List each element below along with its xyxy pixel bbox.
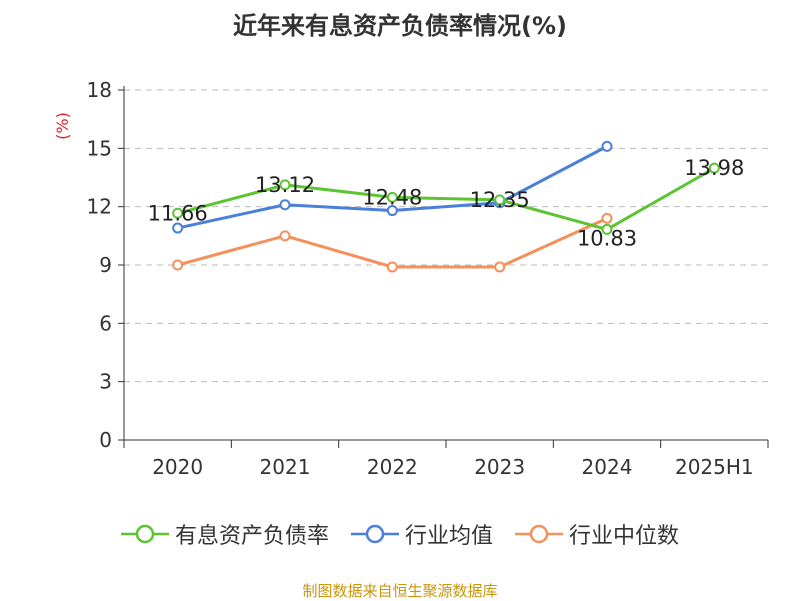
- data-label-0: 11.66: [148, 201, 208, 225]
- legend-item-series-0[interactable]: 有息资产负债率: [120, 518, 329, 550]
- legend-item-series-2[interactable]: 行业中位数: [515, 518, 679, 550]
- series-line-0: [177, 166, 716, 231]
- series-line-2: [177, 216, 608, 269]
- series-1-point-0: [172, 222, 184, 234]
- chart-title: 近年来有息资产负债率情况(%): [233, 12, 567, 40]
- source-note: 制图数据来自恒生聚源数据库: [302, 582, 498, 600]
- x-tick-label-4: 2024: [582, 455, 633, 479]
- x-tick-label-5: 2025H1: [675, 455, 754, 479]
- y-axis-label: (%): [53, 112, 72, 140]
- series-2-point-0: [172, 259, 184, 271]
- legend-marker-series-1: [350, 524, 399, 544]
- series-2-point-2: [386, 261, 398, 273]
- series-0-point-5: [708, 162, 720, 174]
- data-label-3: 12.35: [470, 188, 530, 212]
- data-label-2: 12.48: [362, 185, 422, 209]
- x-tick-label-0: 2020: [152, 455, 203, 479]
- y-tick-label-4: 12: [87, 195, 112, 219]
- legend-marker-series-2: [515, 524, 563, 544]
- data-label-5: 13.98: [684, 156, 744, 180]
- x-tick-label-3: 2023: [474, 455, 525, 479]
- series-2-point-1: [279, 230, 291, 242]
- x-tick-label-1: 2021: [260, 455, 311, 479]
- series-1-point-1: [279, 199, 291, 211]
- series-0-point-3: [494, 194, 506, 206]
- series-0-point-2: [386, 191, 398, 203]
- series-2-point-3: [494, 261, 506, 273]
- data-label-1: 13.12: [255, 173, 315, 197]
- data-label-4: 10.83: [577, 226, 637, 250]
- legend-marker-series-0: [120, 524, 169, 544]
- y-tick-label-5: 15: [87, 136, 112, 160]
- series-0-point-0: [172, 207, 184, 219]
- series-1-point-4: [601, 140, 613, 152]
- series-0-point-1: [279, 179, 291, 191]
- legend-item-series-1[interactable]: 行业均值: [350, 518, 493, 550]
- y-tick-label-3: 9: [99, 253, 112, 277]
- y-tick-label-6: 18: [87, 78, 112, 102]
- legend: 有息资产负债率 行业均值 行业中位数: [0, 518, 800, 550]
- legend-label-series-0: 有息资产负债率: [174, 524, 329, 549]
- series-2-point-4: [601, 212, 613, 224]
- series-1-point-2: [386, 205, 398, 217]
- y-tick-label-1: 3: [99, 370, 112, 394]
- legend-label-series-1: 行业均值: [404, 524, 493, 549]
- y-tick-label-0: 0: [99, 428, 112, 452]
- series-0-point-4: [601, 223, 613, 235]
- legend-label-series-2: 行业中位数: [569, 524, 680, 549]
- x-tick-label-2: 2022: [367, 455, 418, 479]
- y-tick-label-2: 6: [99, 311, 112, 335]
